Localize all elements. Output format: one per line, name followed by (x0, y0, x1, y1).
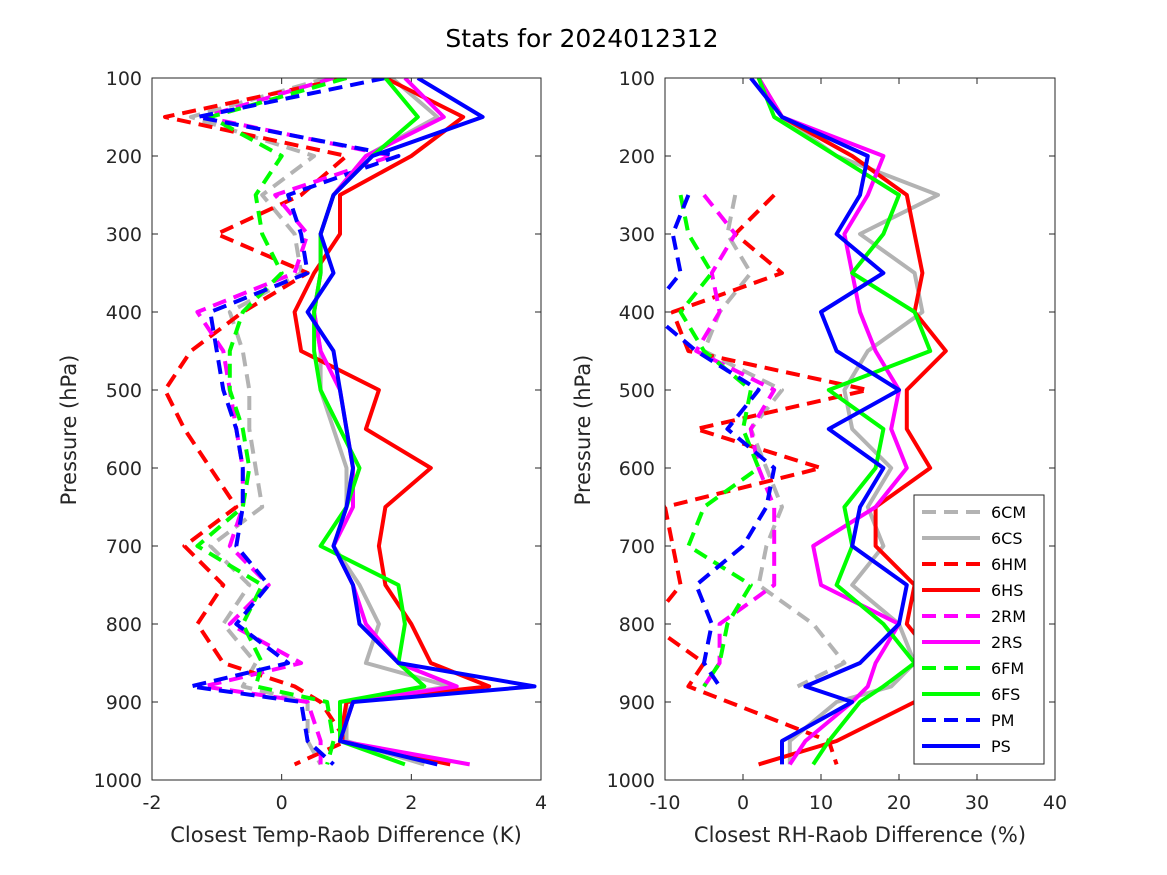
legend-label-pm: PM (991, 711, 1014, 730)
rh-ytick-label: 900 (619, 692, 655, 714)
temp-series-6hm (163, 78, 349, 767)
rh-series-6fs (756, 78, 933, 766)
rh-series-layer (665, 78, 948, 767)
temp-ylabel: Pressure (hPa) (57, 355, 81, 506)
legend-label-6fm: 6FM (991, 659, 1024, 678)
rh-axes-box (664, 77, 1056, 781)
temp-xtick-label: 2 (405, 792, 417, 814)
rh-ytick-label: 300 (619, 224, 655, 246)
legend-label-6hm: 6HM (991, 555, 1027, 574)
rh-series-6cm (702, 194, 847, 689)
rh-panel: -10 0 10 20 30 40 100 200 300 400 500 600 700 800 900 1… (571, 68, 1067, 847)
temp-ytick-label: 700 (106, 536, 142, 558)
rh-xtick-label: 0 (737, 792, 749, 814)
legend-label-2rs: 2RS (991, 633, 1022, 652)
rh-series-6fm (678, 194, 761, 688)
rh-series-6hm (665, 193, 870, 766)
temp-ytick-label: 800 (106, 614, 142, 636)
rh-xtick-label: 10 (809, 792, 833, 814)
temp-series-layer (163, 78, 537, 767)
rh-ylabel: Pressure (hPa) (571, 355, 595, 506)
rh-ytick-label: 200 (619, 146, 655, 168)
figure-title: Stats for 2024012312 (445, 24, 718, 53)
legend-label-6cm: 6CM (991, 503, 1026, 522)
rh-ytick-label: 400 (619, 302, 655, 324)
rh-series-6cs (756, 78, 940, 765)
temp-ytick-label: 1000 (94, 770, 142, 792)
temp-ytick-label: 400 (106, 302, 142, 324)
rh-ytick-label: 100 (619, 68, 655, 90)
rh-series-2rs (756, 78, 909, 766)
legend-label-ps: PS (991, 737, 1011, 756)
legend-label-6cs: 6CS (991, 529, 1023, 548)
temp-ytick-label: 600 (106, 458, 142, 480)
temp-ytick-label: 200 (106, 146, 142, 168)
rh-ytick-label: 700 (619, 536, 655, 558)
rh-series-pm (665, 194, 777, 688)
temp-xtick-label: 4 (535, 792, 547, 814)
temp-axis-ticks: -2 0 2 4 100 200 300 400 500 600 700 800 900 1000 (94, 68, 547, 814)
temp-xtick-label: -2 (143, 792, 162, 814)
temp-ytick-label: 500 (106, 380, 142, 402)
rh-xtick-label: 40 (1043, 792, 1067, 814)
temp-panel: -2 0 2 4 100 200 300 400 500 600 700 800 900 1000 Clo… (57, 68, 547, 847)
temp-ytick-label: 300 (106, 224, 142, 246)
legend: 6CM 6CS 6HM 6HS 2RM 2RS 6FM 6FS PM PS (913, 494, 1045, 765)
temp-ytick-label: 900 (106, 692, 142, 714)
temp-xtick-label: 0 (276, 792, 288, 814)
rh-ytick-label: 800 (619, 614, 655, 636)
rh-series-ps (749, 78, 909, 765)
temp-series-ps (305, 78, 537, 767)
rh-xtick-label: 30 (965, 792, 989, 814)
rh-axis-ticks: -10 0 10 20 30 40 100 200 300 400 500 600 700 800 900 1… (607, 68, 1067, 814)
temp-series-6fm (195, 78, 348, 765)
rh-ytick-label: 500 (619, 380, 655, 402)
temp-ytick-label: 100 (106, 68, 142, 90)
rh-xtick-label: 20 (887, 792, 911, 814)
temp-series-6cm (188, 78, 328, 766)
rh-ytick-label: 1000 (607, 770, 655, 792)
legend-label-2rm: 2RM (991, 607, 1026, 626)
temp-series-6hs (292, 78, 492, 767)
legend-label-6fs: 6FS (991, 685, 1020, 704)
rh-series-2rm (694, 193, 777, 688)
legend-label-6hs: 6HS (991, 581, 1023, 600)
legend-box (913, 494, 1045, 765)
rh-xtick-label: -10 (649, 792, 680, 814)
temp-series-pm (188, 78, 401, 766)
temp-xlabel: Closest Temp-Raob Difference (K) (170, 823, 522, 847)
rh-xlabel: Closest RH-Raob Difference (%) (694, 823, 1026, 847)
rh-ytick-label: 600 (619, 458, 655, 480)
temp-axes-box (151, 77, 542, 781)
